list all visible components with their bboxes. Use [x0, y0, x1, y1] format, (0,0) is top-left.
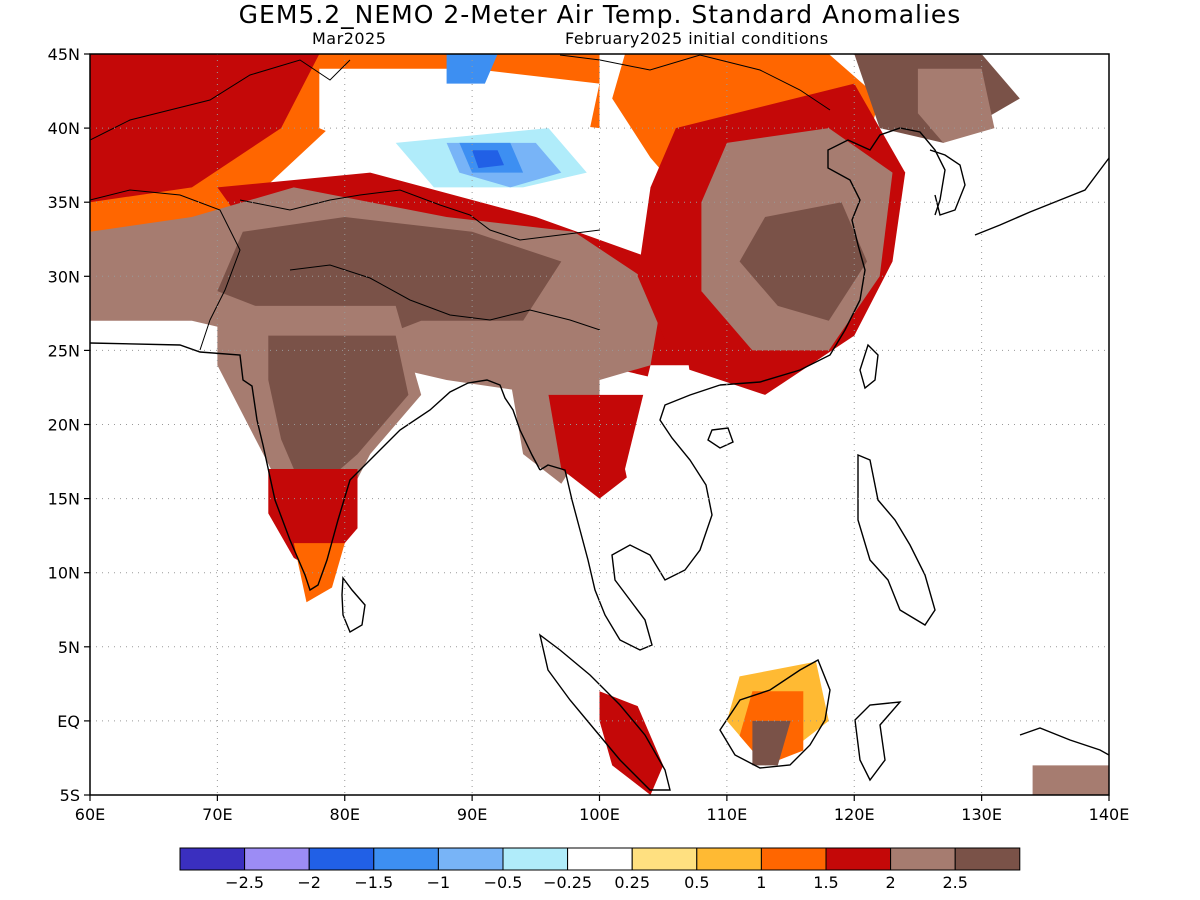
colorbar-swatch [179, 847, 246, 871]
himalaya-boundary [289, 264, 601, 331]
anomaly-region [446, 54, 498, 84]
india-coastline [90, 342, 541, 592]
colorbar-label: 1 [756, 873, 766, 892]
anomaly-region [293, 543, 345, 603]
axis-ticks: 60E 70E 80E 90E 100E 110E 120E 130E 140E 45N 40N 35… [48, 45, 1130, 824]
border-central-asia [90, 59, 351, 141]
sulawesi-coastline [854, 701, 902, 782]
anomaly-region [739, 202, 867, 321]
lon-tick-label: 60E [75, 805, 105, 824]
lon-tick-label: 110E [707, 805, 748, 824]
colorbar-label: −0.5 [484, 873, 523, 892]
anomaly-region [752, 720, 791, 766]
coastlines [90, 54, 1109, 791]
tibet-boundary [239, 189, 601, 241]
japan-coastline [974, 157, 1109, 236]
valid-month-label: Mar2025 [312, 29, 387, 48]
indochina-coastline [539, 384, 721, 651]
colorbar-label: −1.5 [354, 873, 393, 892]
lon-tick-label: 120E [834, 805, 875, 824]
colorbar-swatch [890, 847, 956, 871]
korea-coastline [929, 149, 966, 216]
anomaly-region [268, 335, 409, 499]
lat-tick-label: 15N [48, 490, 80, 509]
lat-tick-label: EQ [57, 712, 80, 731]
new-guinea-coastline [1019, 727, 1109, 756]
taiwan-coastline [859, 343, 879, 390]
anomaly-region [472, 150, 504, 169]
anomaly-region [599, 691, 664, 795]
lon-tick-label: 140E [1089, 805, 1130, 824]
lat-tick-label: 5S [60, 786, 80, 805]
anomaly-region [548, 394, 651, 499]
lon-tick-label: 70E [202, 805, 232, 824]
anomaly-region [625, 365, 702, 529]
lat-tick-label: 25N [48, 341, 80, 360]
anomaly-region [1032, 765, 1109, 795]
lat-tick-label: 35N [48, 193, 80, 212]
colorbar-swatch [631, 847, 698, 871]
lon-tick-label: 100E [579, 805, 620, 824]
colorbar-swatch [244, 847, 310, 871]
colorbar-label: −0.25 [543, 873, 592, 892]
lat-tick-label: 30N [48, 267, 80, 286]
colorbar-swatch [954, 847, 1021, 871]
sumatra-coastline [538, 633, 671, 791]
border-afghanistan [90, 189, 241, 351]
colorbar-swatch [760, 847, 827, 871]
hainan-coastline [707, 427, 734, 449]
colorbar: −2.5 −2 −1.5 −1 −0.5 −0.25 0.25 0.5 1 1.5 2 2.5 [179, 847, 1021, 892]
colorbar-label: −2.5 [225, 873, 264, 892]
colorbar-swatch [825, 847, 892, 871]
philippines-coastline [857, 453, 936, 626]
lon-tick-label: 80E [330, 805, 360, 824]
colorbar-swatch [567, 847, 633, 871]
colorbar-label: 0.25 [614, 873, 650, 892]
colorbar-label: 0.5 [684, 873, 709, 892]
init-conditions-label: February2025 initial conditions [565, 29, 829, 48]
map-title: GEM5.2_NEMO 2-Meter Air Temp. Standard A… [238, 0, 962, 29]
colorbar-label: 2 [886, 873, 896, 892]
sri-lanka-coastline [341, 576, 366, 634]
colorbar-label: 1.5 [813, 873, 838, 892]
lat-tick-label: 45N [48, 45, 80, 64]
china-coastline [719, 127, 946, 386]
colorbar-label: 2.5 [942, 873, 967, 892]
colorbar-swatch [502, 847, 569, 871]
colorbar-swatch [696, 847, 762, 871]
lat-tick-label: 5N [58, 638, 80, 657]
lat-tick-label: 10N [48, 564, 80, 583]
colorbar-label: −2 [297, 873, 321, 892]
lon-tick-label: 130E [961, 805, 1002, 824]
colorbar-swatch [373, 847, 439, 871]
lat-tick-label: 40N [48, 119, 80, 138]
borneo-coastline [719, 659, 831, 769]
lat-tick-label: 20N [48, 416, 80, 435]
anomaly-field [90, 54, 1109, 795]
colorbar-swatch [308, 847, 375, 871]
anomaly-region [917, 68, 995, 143]
colorbar-swatch [437, 847, 504, 871]
colorbar-label: −1 [427, 873, 451, 892]
lon-tick-label: 90E [457, 805, 487, 824]
